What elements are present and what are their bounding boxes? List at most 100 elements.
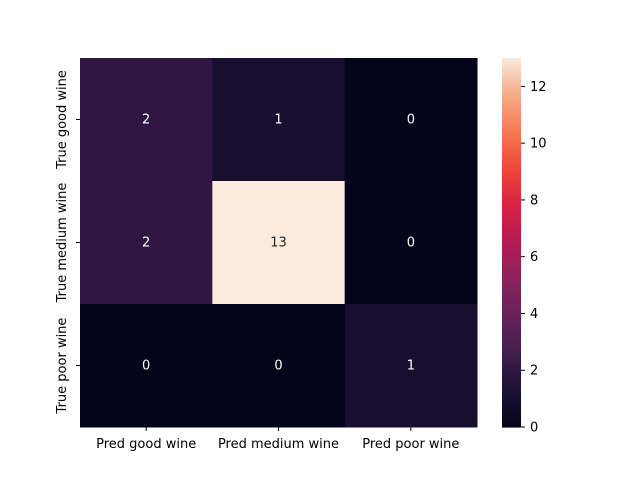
colorbar-strip xyxy=(502,184,521,188)
heatmap-cell-r2-c1 xyxy=(212,304,346,428)
colorbar-strip xyxy=(502,217,521,222)
colorbar-strip xyxy=(502,322,521,327)
colorbar-strip xyxy=(502,205,521,210)
colorbar-strip xyxy=(502,220,521,225)
colorbar-strip xyxy=(502,264,521,268)
colorbar-strip xyxy=(502,97,521,102)
x-tick-label-1: Pred medium wine xyxy=(218,437,339,452)
colorbar-strip xyxy=(502,371,521,376)
heatmap-cell-r0-c0 xyxy=(80,58,213,182)
colorbar-strip xyxy=(502,343,521,348)
colorbar-strip xyxy=(502,159,521,164)
heatmap-cell-r0-c2 xyxy=(344,58,478,182)
colorbar-strip xyxy=(502,328,521,333)
colorbar-strip xyxy=(502,128,521,133)
colorbar-strip xyxy=(502,147,521,151)
colorbar-strip xyxy=(502,122,521,127)
colorbar-strip xyxy=(502,294,521,299)
colorbar-strip xyxy=(502,414,521,419)
colorbar-strip xyxy=(502,174,521,179)
colorbar-strip xyxy=(502,423,521,428)
heatmap-cell-r0-c1 xyxy=(212,58,346,182)
colorbar-strip xyxy=(502,405,521,410)
colorbar-strip xyxy=(502,282,521,287)
colorbar-tick-label-3: 6 xyxy=(530,250,538,265)
colorbar-strip xyxy=(502,82,521,87)
colorbar-strip xyxy=(502,359,521,364)
colorbar-strip xyxy=(502,380,521,385)
colorbar-tick-label-5: 10 xyxy=(530,137,547,152)
colorbar-strip xyxy=(502,193,521,197)
heatmap-cell-labels: 2 1 0 2 13 0 0 0 1 xyxy=(142,113,415,374)
colorbar-strip xyxy=(502,383,521,388)
colorbar-strip xyxy=(502,208,521,213)
colorbar-strip xyxy=(502,214,521,219)
colorbar-tick-label-2: 4 xyxy=(530,307,538,322)
colorbar-strip xyxy=(502,211,521,216)
cell-value-r2-c2: 1 xyxy=(407,359,415,374)
colorbar-strip xyxy=(502,156,521,161)
colorbar-strip xyxy=(502,113,521,118)
colorbar-strip xyxy=(502,362,521,367)
colorbar-strip xyxy=(502,316,521,320)
colorbar-strip xyxy=(502,387,521,391)
colorbar-strip xyxy=(502,420,521,425)
colorbar-strip xyxy=(502,58,521,62)
colorbar-strip xyxy=(502,187,521,191)
colorbar-strip xyxy=(502,396,521,400)
colorbar-strip xyxy=(502,162,521,167)
colorbar-strip xyxy=(502,267,521,271)
colorbar-strip xyxy=(502,153,521,157)
colorbar-strip xyxy=(502,313,521,317)
colorbar-strip xyxy=(502,85,521,90)
heatmap-cell-r2-c2 xyxy=(344,304,478,428)
colorbar-strip xyxy=(502,67,521,71)
colorbar-strip xyxy=(502,141,521,145)
colorbar-strip xyxy=(502,340,521,345)
colorbar-strip xyxy=(502,76,521,81)
colorbar-strip xyxy=(502,356,521,360)
colorbar-strip xyxy=(502,190,521,194)
colorbar-strip xyxy=(502,125,521,130)
colorbar-strip xyxy=(502,254,521,259)
colorbar-strip xyxy=(502,168,521,173)
colorbar-strip xyxy=(502,70,521,74)
colorbar-strip xyxy=(502,337,521,342)
x-tick-label-0: Pred good wine xyxy=(96,437,196,452)
cell-value-r0-c1: 1 xyxy=(274,113,282,128)
colorbar-strip xyxy=(502,137,521,142)
colorbar-strip xyxy=(502,94,521,99)
cell-value-r0-c2: 0 xyxy=(407,113,415,128)
heatmap-cell-r1-c1 xyxy=(212,181,346,305)
colorbar-strip xyxy=(502,408,521,413)
colorbar-strip xyxy=(502,233,521,237)
colorbar-strip xyxy=(502,104,521,108)
colorbar-strip xyxy=(502,248,521,253)
colorbar-strip xyxy=(502,110,521,114)
colorbar-strip xyxy=(502,134,521,139)
colorbar-strip xyxy=(502,291,521,296)
colorbar-strip xyxy=(502,334,521,339)
colorbar-strip xyxy=(502,319,521,324)
colorbar-strip xyxy=(502,300,521,305)
colorbar-strip xyxy=(502,417,521,422)
colorbar-strip xyxy=(502,236,521,241)
colorbar-strip xyxy=(502,245,521,250)
colorbar-strip xyxy=(502,61,521,65)
colorbar-strip xyxy=(502,181,521,185)
cell-value-r1-c1: 13 xyxy=(270,236,287,251)
colorbar-strip xyxy=(502,353,521,357)
colorbar-strip xyxy=(502,347,521,351)
colorbar-strip xyxy=(502,276,521,280)
colorbar-strip xyxy=(502,64,521,68)
colorbar-strip xyxy=(502,310,521,314)
cell-value-r1-c0: 2 xyxy=(142,236,150,251)
colorbar-strip xyxy=(502,331,521,336)
colorbar-strip xyxy=(502,390,521,394)
colorbar-tick-label-6: 12 xyxy=(530,80,547,95)
y-axis: True good wine True medium wine True poor … xyxy=(55,70,80,414)
colorbar-strip xyxy=(502,79,521,84)
heatmap-cells xyxy=(80,58,478,428)
colorbar-strip xyxy=(502,304,521,308)
